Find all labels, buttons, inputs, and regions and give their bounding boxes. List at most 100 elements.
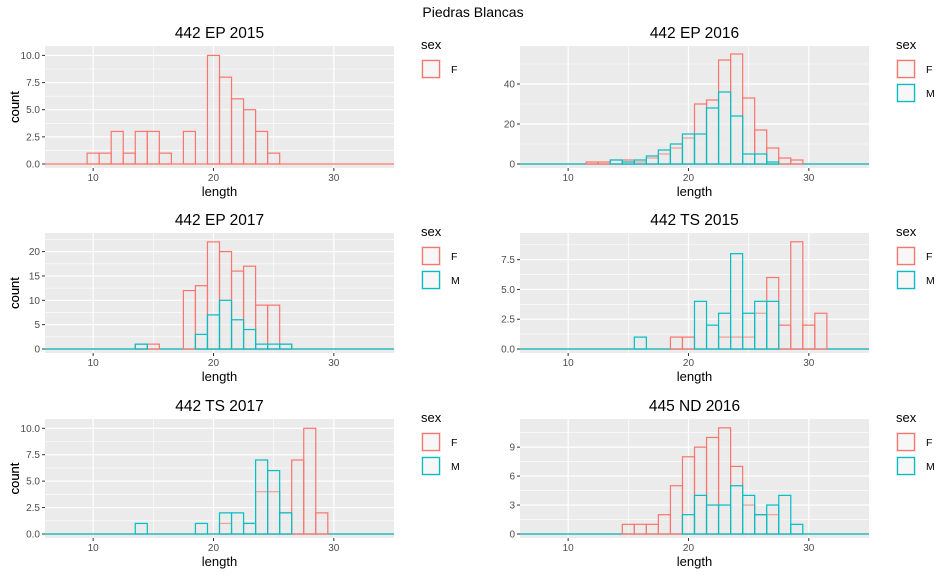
bar-F <box>291 459 305 535</box>
x-axis-label: length <box>677 554 712 569</box>
bar-M <box>705 324 720 350</box>
legend-label-M: M <box>451 461 460 473</box>
bar-M <box>279 343 293 350</box>
bar-F <box>134 130 148 165</box>
bar-M <box>717 91 732 165</box>
y-tick-label: 7.5 <box>26 450 40 461</box>
chart-title: 442 EP 2015 <box>175 25 264 42</box>
bar-M <box>621 161 635 165</box>
legend-key-M <box>896 83 916 103</box>
x-tick-label: 20 <box>208 543 220 554</box>
legend-label-M: M <box>926 88 935 100</box>
bar-M <box>633 159 647 165</box>
bar-F <box>242 109 257 165</box>
bar-F <box>585 161 599 165</box>
legend: sex FM <box>421 224 460 290</box>
legend-title: sex <box>896 224 917 239</box>
x-axis-label: length <box>202 554 237 569</box>
x-tick-label: 30 <box>803 358 815 369</box>
bar-M <box>657 149 672 165</box>
bar-M <box>754 300 768 350</box>
y-axis-label: count <box>7 462 22 494</box>
bar-M <box>778 494 792 535</box>
bar-F <box>230 98 245 165</box>
legend-label-M: M <box>926 275 935 287</box>
bar-M <box>766 161 780 165</box>
bar-F <box>778 324 792 350</box>
legend: sex FM <box>896 410 935 476</box>
bar-M <box>730 253 744 350</box>
bar-F <box>86 152 100 165</box>
y-tick-label: 0.0 <box>26 530 40 541</box>
x-tick-label: 10 <box>88 173 100 184</box>
bar-M <box>230 319 245 350</box>
bar-F <box>110 130 124 165</box>
x-tick-label: 20 <box>208 173 220 184</box>
chart-3: 10 20 30 0 5 10 15 20 442 EP 2017 length count sex F… <box>7 212 460 384</box>
x-tick-label: 10 <box>88 543 100 554</box>
y-tick-label: 20 <box>29 247 41 258</box>
y-tick-label: 2.5 <box>501 315 515 326</box>
bar-M <box>279 512 293 535</box>
bar-M <box>693 133 708 165</box>
bar-M <box>218 512 233 535</box>
bar-F <box>267 152 281 165</box>
bar-F <box>790 241 804 350</box>
bar-F <box>597 161 611 165</box>
chart-title: 442 EP 2016 <box>650 25 739 42</box>
bar-M <box>742 494 756 535</box>
legend: sex F <box>421 37 457 79</box>
legend-label-M: M <box>926 461 935 473</box>
y-tick-label: 20 <box>504 120 516 131</box>
y-tick-label: 10.0 <box>21 51 41 62</box>
chart-4: 10 20 30 0.0 2.5 5.0 7.5 442 TS 2015 length count… <box>7 212 935 384</box>
chart-5: 10 20 30 0.0 2.5 5.0 7.5 10.0 442 TS 2017 length c… <box>7 398 460 569</box>
legend-key-M <box>421 270 441 290</box>
legend-key-F <box>896 59 916 79</box>
y-tick-label: 5.0 <box>501 285 515 296</box>
x-tick-label: 10 <box>563 173 575 184</box>
legend: sex FM <box>896 224 935 290</box>
y-tick-label: 5.0 <box>26 105 40 116</box>
legend-title: sex <box>421 37 442 52</box>
y-axis-label: count <box>7 277 22 309</box>
bar-F <box>657 514 672 535</box>
bar-F <box>621 523 635 535</box>
y-axis-label: count <box>7 462 22 494</box>
bar-M <box>242 522 257 535</box>
bar-F <box>267 304 281 350</box>
y-axis-label: count <box>7 91 22 123</box>
chart-title: 442 TS 2015 <box>650 212 738 229</box>
legend-label-F: F <box>451 251 457 263</box>
bar-M <box>730 115 744 165</box>
bar-M <box>134 343 148 350</box>
y-tick-label: 10 <box>29 296 41 307</box>
bar-F <box>303 427 317 535</box>
bar-M <box>230 512 245 535</box>
legend-label-F: F <box>926 437 932 449</box>
legend-title: sex <box>421 224 442 239</box>
x-tick-label: 20 <box>683 543 695 554</box>
chart-title: 445 ND 2016 <box>649 398 740 415</box>
legend-title: sex <box>896 37 917 52</box>
x-tick-label: 10 <box>563 358 575 369</box>
legend-key-F <box>896 432 916 452</box>
legend-title: sex <box>421 410 442 425</box>
x-tick-label: 20 <box>683 173 695 184</box>
y-tick-label: 5.0 <box>26 477 40 488</box>
bar-M <box>766 504 780 535</box>
bar-M <box>669 143 684 165</box>
bar-F <box>645 523 659 535</box>
y-tick-label: 0 <box>509 160 515 171</box>
y-tick-label: 0.0 <box>26 160 40 171</box>
bar-M <box>194 522 209 535</box>
bar-M <box>742 153 756 165</box>
bar-M <box>206 314 221 350</box>
y-tick-label: 0 <box>509 530 515 541</box>
bar-M <box>766 300 780 350</box>
bar-F <box>681 336 696 350</box>
chart-title: 442 EP 2017 <box>175 212 264 229</box>
y-tick-label: 6 <box>509 472 515 483</box>
